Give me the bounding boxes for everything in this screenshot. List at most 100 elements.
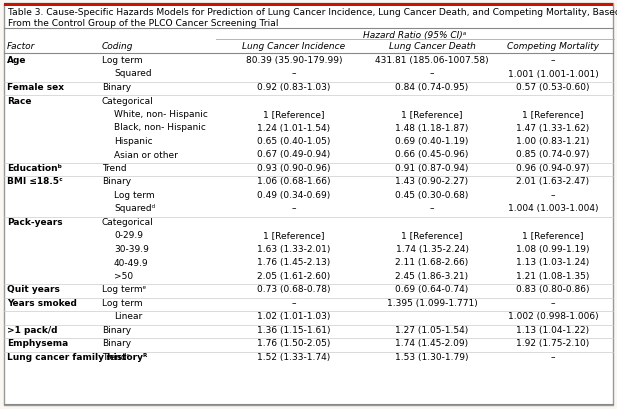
Text: 1.43 (0.90-2.27): 1.43 (0.90-2.27) [395, 177, 468, 186]
Text: 0.57 (0.53-0.60): 0.57 (0.53-0.60) [516, 83, 590, 92]
Text: 1.53 (1.30-1.79): 1.53 (1.30-1.79) [395, 352, 469, 361]
Text: 1.76 (1.50-2.05): 1.76 (1.50-2.05) [257, 339, 331, 348]
Text: Age: Age [7, 56, 27, 65]
Text: –: – [551, 191, 555, 200]
Text: 1.74 (1.45-2.09): 1.74 (1.45-2.09) [395, 339, 468, 348]
Text: Factor: Factor [7, 42, 35, 51]
Text: 0.45 (0.30-0.68): 0.45 (0.30-0.68) [395, 191, 469, 200]
Text: Binary: Binary [102, 339, 131, 348]
Text: –: – [292, 298, 296, 307]
Text: 0.96 (0.94-0.97): 0.96 (0.94-0.97) [516, 164, 590, 173]
Text: Black, non- Hispanic: Black, non- Hispanic [114, 123, 206, 132]
Text: Log term: Log term [114, 191, 155, 200]
Text: –: – [551, 352, 555, 361]
Text: 0.69 (0.40-1.19): 0.69 (0.40-1.19) [395, 137, 469, 146]
Text: Race: Race [7, 96, 31, 105]
Text: 80.39 (35.90-179.99): 80.39 (35.90-179.99) [246, 56, 342, 65]
Text: 0.92 (0.83-1.03): 0.92 (0.83-1.03) [257, 83, 331, 92]
Text: –: – [292, 70, 296, 78]
Text: 431.81 (185.06-1007.58): 431.81 (185.06-1007.58) [375, 56, 489, 65]
Text: 1.13 (1.04-1.22): 1.13 (1.04-1.22) [516, 325, 590, 334]
Text: 1.002 (0.998-1.006): 1.002 (0.998-1.006) [508, 312, 598, 321]
Text: 1.06 (0.68-1.66): 1.06 (0.68-1.66) [257, 177, 331, 186]
Text: Binary: Binary [102, 325, 131, 334]
Text: 1.08 (0.99-1.19): 1.08 (0.99-1.19) [516, 245, 590, 254]
Text: –: – [292, 204, 296, 213]
Text: 1.74 (1.35-2.24): 1.74 (1.35-2.24) [395, 245, 468, 254]
Text: 1.63 (1.33-2.01): 1.63 (1.33-2.01) [257, 245, 331, 254]
Text: Hazard Ratio (95% CI)ᵃ: Hazard Ratio (95% CI)ᵃ [363, 31, 466, 40]
Text: Lung Cancer Death: Lung Cancer Death [389, 42, 476, 51]
Text: Trendᶜ: Trendᶜ [102, 352, 130, 361]
Text: 2.45 (1.86-3.21): 2.45 (1.86-3.21) [395, 271, 468, 280]
Text: Lung Cancer Incidence: Lung Cancer Incidence [242, 42, 346, 51]
Text: 1.48 (1.18-1.87): 1.48 (1.18-1.87) [395, 123, 469, 132]
Text: 1.24 (1.01-1.54): 1.24 (1.01-1.54) [257, 123, 331, 132]
Text: White, non- Hispanic: White, non- Hispanic [114, 110, 208, 119]
Text: Pack-years: Pack-years [7, 218, 62, 227]
Text: Categorical: Categorical [102, 96, 154, 105]
Text: 0.65 (0.40-1.05): 0.65 (0.40-1.05) [257, 137, 331, 146]
Text: Years smoked: Years smoked [7, 298, 77, 307]
Text: Binary: Binary [102, 83, 131, 92]
Text: 1.36 (1.15-1.61): 1.36 (1.15-1.61) [257, 325, 331, 334]
Text: 1 [Reference]: 1 [Reference] [263, 110, 325, 119]
Text: 0.93 (0.90-0.96): 0.93 (0.90-0.96) [257, 164, 331, 173]
Text: Table 3. Cause-Specific Hazards Models for Prediction of Lung Cancer Incidence, : Table 3. Cause-Specific Hazards Models f… [8, 8, 617, 17]
Text: Asian or other: Asian or other [114, 150, 178, 159]
Text: 1.92 (1.75-2.10): 1.92 (1.75-2.10) [516, 339, 590, 348]
Text: >50: >50 [114, 271, 133, 280]
Text: 1.13 (1.03-1.24): 1.13 (1.03-1.24) [516, 258, 590, 267]
Text: 1.76 (1.45-2.13): 1.76 (1.45-2.13) [257, 258, 331, 267]
Text: 1.001 (1.001-1.001): 1.001 (1.001-1.001) [508, 70, 598, 78]
Text: –: – [551, 298, 555, 307]
Text: 0.67 (0.49-0.94): 0.67 (0.49-0.94) [257, 150, 331, 159]
Text: From the Control Group of the PLCO Cancer Screening Trial: From the Control Group of the PLCO Cance… [8, 19, 278, 28]
Text: 2.05 (1.61-2.60): 2.05 (1.61-2.60) [257, 271, 331, 280]
Text: 0.49 (0.34-0.69): 0.49 (0.34-0.69) [257, 191, 331, 200]
Text: 0-29.9: 0-29.9 [114, 231, 143, 240]
Text: Emphysema: Emphysema [7, 339, 68, 348]
Text: 1.21 (1.08-1.35): 1.21 (1.08-1.35) [516, 271, 590, 280]
Text: 0.83 (0.80-0.86): 0.83 (0.80-0.86) [516, 285, 590, 294]
Text: Squaredᵈ: Squaredᵈ [114, 204, 155, 213]
Text: 30-39.9: 30-39.9 [114, 245, 149, 254]
Text: Quit years: Quit years [7, 285, 60, 294]
Text: 0.85 (0.74-0.97): 0.85 (0.74-0.97) [516, 150, 590, 159]
Text: Squared: Squared [114, 70, 152, 78]
Text: Competing Mortality: Competing Mortality [507, 42, 599, 51]
Text: 0.73 (0.68-0.78): 0.73 (0.68-0.78) [257, 285, 331, 294]
Text: 1.395 (1.099-1.771): 1.395 (1.099-1.771) [387, 298, 478, 307]
Text: Female sex: Female sex [7, 83, 64, 92]
Text: Hispanic: Hispanic [114, 137, 152, 146]
Text: 1.52 (1.33-1.74): 1.52 (1.33-1.74) [257, 352, 331, 361]
Text: Coding: Coding [102, 42, 133, 51]
Text: Log term: Log term [102, 298, 143, 307]
Text: Educationᵇ: Educationᵇ [7, 164, 62, 173]
Text: –: – [551, 56, 555, 65]
Text: –: – [430, 204, 434, 213]
Text: –: – [430, 70, 434, 78]
Text: 1.004 (1.003-1.004): 1.004 (1.003-1.004) [508, 204, 598, 213]
Text: 0.69 (0.64-0.74): 0.69 (0.64-0.74) [395, 285, 469, 294]
Text: 1 [Reference]: 1 [Reference] [401, 231, 463, 240]
Text: 2.01 (1.63-2.47): 2.01 (1.63-2.47) [516, 177, 590, 186]
Text: 0.66 (0.45-0.96): 0.66 (0.45-0.96) [395, 150, 469, 159]
Text: >1 pack/d: >1 pack/d [7, 325, 57, 334]
Text: Linear: Linear [114, 312, 143, 321]
Text: 0.84 (0.74-0.95): 0.84 (0.74-0.95) [395, 83, 469, 92]
Text: 1.02 (1.01-1.03): 1.02 (1.01-1.03) [257, 312, 331, 321]
Bar [4, 4, 613, 7]
Text: Log termᵉ: Log termᵉ [102, 285, 146, 294]
Text: 40-49.9: 40-49.9 [114, 258, 149, 267]
Text: Trend: Trend [102, 164, 126, 173]
Text: BMI ≤18.5ᶜ: BMI ≤18.5ᶜ [7, 177, 63, 186]
Text: 2.11 (1.68-2.66): 2.11 (1.68-2.66) [395, 258, 469, 267]
Text: Log term: Log term [102, 56, 143, 65]
Text: 1.27 (1.05-1.54): 1.27 (1.05-1.54) [395, 325, 469, 334]
Text: Binary: Binary [102, 177, 131, 186]
Text: 1 [Reference]: 1 [Reference] [522, 110, 584, 119]
Text: 1.00 (0.83-1.21): 1.00 (0.83-1.21) [516, 137, 590, 146]
Text: 0.91 (0.87-0.94): 0.91 (0.87-0.94) [395, 164, 469, 173]
Text: 1 [Reference]: 1 [Reference] [401, 110, 463, 119]
